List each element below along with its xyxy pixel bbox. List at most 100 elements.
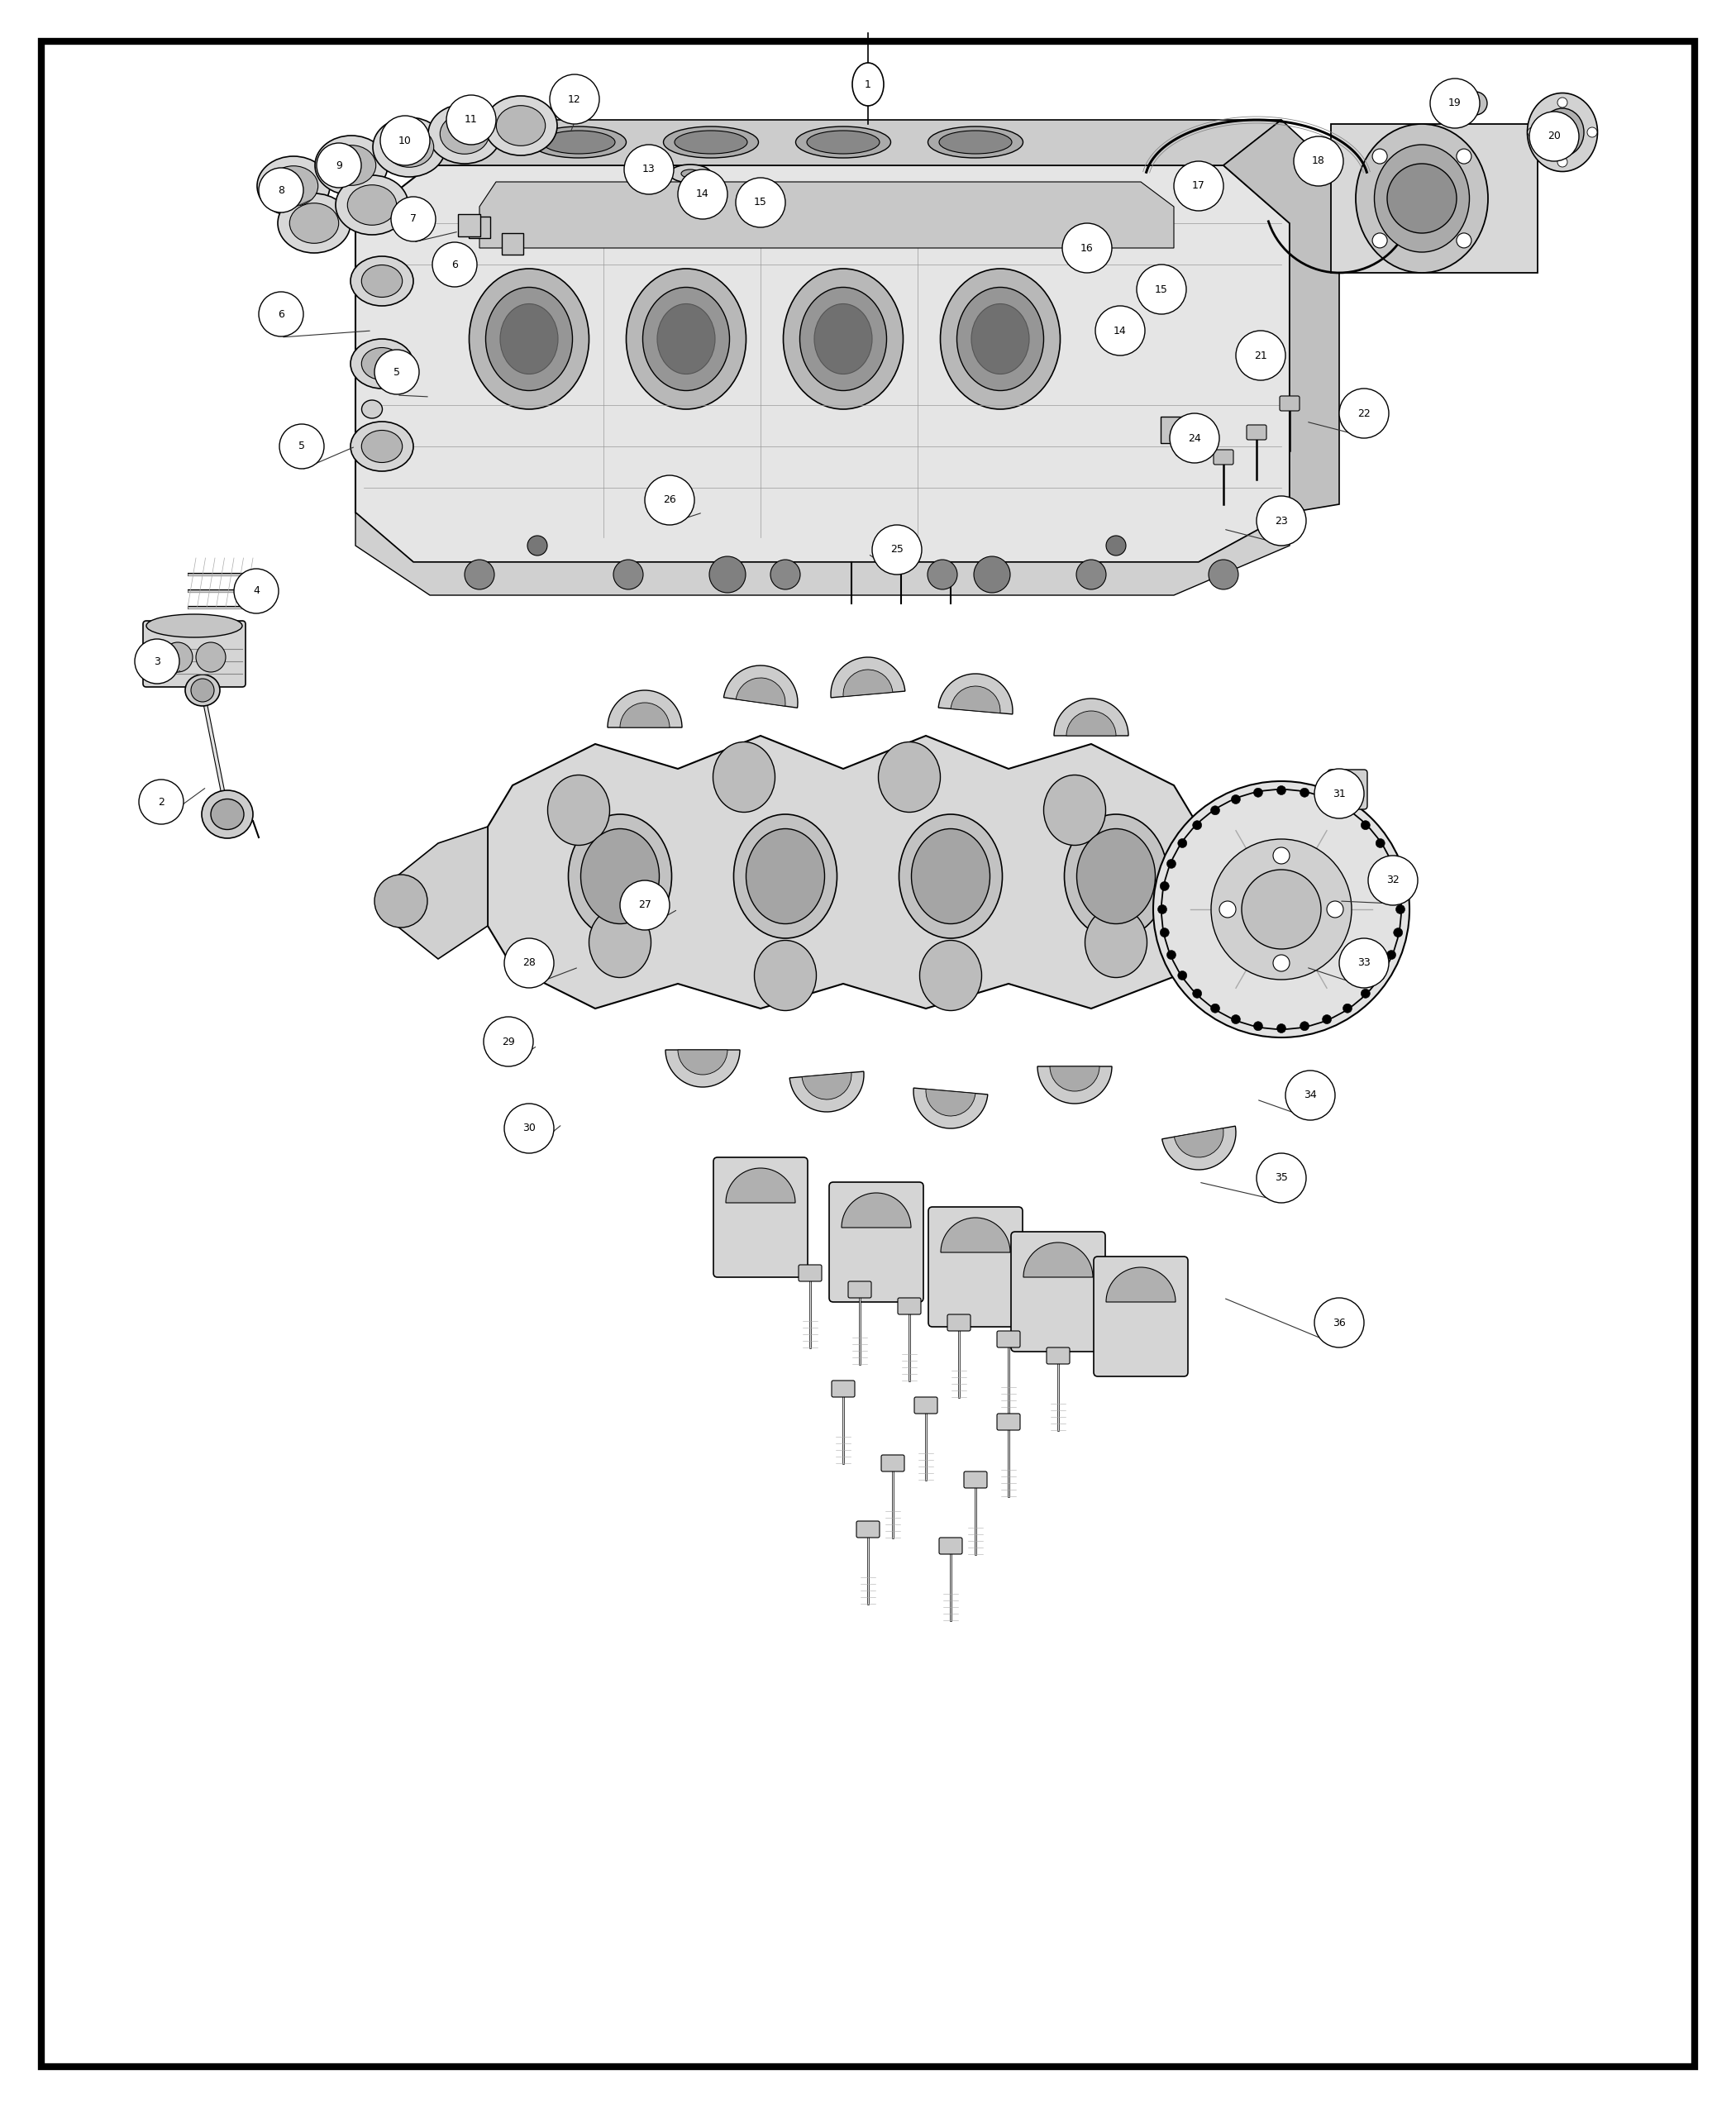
FancyBboxPatch shape bbox=[469, 217, 490, 238]
FancyBboxPatch shape bbox=[142, 622, 245, 687]
Ellipse shape bbox=[852, 63, 884, 105]
Ellipse shape bbox=[1375, 145, 1469, 253]
Text: 28: 28 bbox=[523, 957, 536, 968]
FancyBboxPatch shape bbox=[882, 1455, 904, 1471]
Circle shape bbox=[625, 145, 674, 194]
FancyBboxPatch shape bbox=[963, 1471, 988, 1488]
Circle shape bbox=[196, 643, 226, 672]
Circle shape bbox=[528, 535, 547, 557]
Polygon shape bbox=[356, 164, 1290, 563]
Circle shape bbox=[1300, 788, 1309, 797]
Circle shape bbox=[1208, 559, 1238, 590]
Ellipse shape bbox=[814, 304, 871, 373]
Wedge shape bbox=[844, 670, 892, 696]
Circle shape bbox=[1272, 955, 1290, 972]
Ellipse shape bbox=[269, 167, 318, 207]
Ellipse shape bbox=[1528, 93, 1597, 171]
Circle shape bbox=[375, 875, 427, 928]
Ellipse shape bbox=[972, 304, 1029, 373]
FancyBboxPatch shape bbox=[948, 1315, 970, 1330]
Circle shape bbox=[1344, 805, 1352, 816]
Text: 9: 9 bbox=[335, 160, 342, 171]
FancyBboxPatch shape bbox=[1279, 396, 1300, 411]
Circle shape bbox=[1241, 871, 1321, 949]
Circle shape bbox=[1375, 839, 1385, 847]
Wedge shape bbox=[1161, 1126, 1236, 1170]
Text: 36: 36 bbox=[1333, 1318, 1345, 1328]
Circle shape bbox=[1338, 388, 1389, 438]
Text: 21: 21 bbox=[1253, 350, 1267, 360]
Ellipse shape bbox=[1542, 108, 1583, 156]
Circle shape bbox=[484, 1016, 533, 1067]
Polygon shape bbox=[431, 120, 1281, 164]
Circle shape bbox=[1394, 881, 1403, 892]
Ellipse shape bbox=[734, 814, 837, 938]
FancyBboxPatch shape bbox=[929, 1208, 1023, 1326]
Circle shape bbox=[1193, 820, 1201, 831]
Ellipse shape bbox=[278, 194, 351, 253]
Circle shape bbox=[1170, 413, 1219, 464]
Circle shape bbox=[871, 525, 922, 575]
Wedge shape bbox=[941, 1218, 1010, 1252]
Circle shape bbox=[1293, 137, 1344, 186]
Ellipse shape bbox=[899, 814, 1002, 938]
Circle shape bbox=[1323, 1014, 1332, 1024]
Circle shape bbox=[1076, 559, 1106, 590]
Wedge shape bbox=[939, 675, 1012, 715]
Ellipse shape bbox=[663, 126, 759, 158]
FancyBboxPatch shape bbox=[830, 1183, 924, 1303]
FancyBboxPatch shape bbox=[996, 1330, 1021, 1347]
Ellipse shape bbox=[911, 828, 990, 923]
Circle shape bbox=[1160, 881, 1168, 892]
Ellipse shape bbox=[627, 268, 746, 409]
Circle shape bbox=[1300, 1022, 1309, 1031]
Circle shape bbox=[1276, 1024, 1286, 1033]
Text: 33: 33 bbox=[1358, 957, 1370, 968]
Circle shape bbox=[1062, 223, 1111, 272]
Circle shape bbox=[432, 242, 477, 287]
Circle shape bbox=[1253, 1022, 1262, 1031]
Circle shape bbox=[279, 424, 325, 468]
Ellipse shape bbox=[755, 940, 816, 1010]
Wedge shape bbox=[1054, 698, 1128, 736]
Circle shape bbox=[503, 938, 554, 989]
Text: 19: 19 bbox=[1448, 97, 1462, 110]
FancyBboxPatch shape bbox=[898, 1299, 920, 1315]
Circle shape bbox=[1323, 795, 1332, 803]
Circle shape bbox=[550, 74, 599, 124]
Circle shape bbox=[1257, 495, 1305, 546]
Circle shape bbox=[1344, 1003, 1352, 1012]
Wedge shape bbox=[1024, 1242, 1094, 1277]
Ellipse shape bbox=[486, 287, 573, 390]
Wedge shape bbox=[951, 685, 1000, 713]
Text: 31: 31 bbox=[1333, 788, 1345, 799]
Text: 24: 24 bbox=[1187, 432, 1201, 443]
Circle shape bbox=[1210, 1003, 1220, 1012]
Ellipse shape bbox=[547, 776, 609, 845]
FancyBboxPatch shape bbox=[832, 1381, 854, 1398]
Circle shape bbox=[613, 559, 642, 590]
FancyBboxPatch shape bbox=[1047, 1347, 1069, 1364]
Ellipse shape bbox=[351, 339, 413, 388]
Text: 6: 6 bbox=[451, 259, 458, 270]
Ellipse shape bbox=[670, 164, 712, 183]
Text: 18: 18 bbox=[1312, 156, 1325, 167]
Circle shape bbox=[1174, 160, 1224, 211]
FancyBboxPatch shape bbox=[1094, 1256, 1187, 1377]
Ellipse shape bbox=[186, 675, 220, 706]
FancyBboxPatch shape bbox=[849, 1282, 871, 1299]
Circle shape bbox=[620, 881, 670, 930]
FancyBboxPatch shape bbox=[1246, 426, 1267, 441]
Text: 16: 16 bbox=[1080, 242, 1094, 253]
Circle shape bbox=[1314, 1299, 1364, 1347]
Polygon shape bbox=[1332, 124, 1538, 272]
Wedge shape bbox=[608, 689, 682, 727]
Circle shape bbox=[1236, 331, 1285, 379]
Ellipse shape bbox=[568, 814, 672, 938]
Wedge shape bbox=[1050, 1067, 1099, 1092]
Ellipse shape bbox=[361, 401, 382, 417]
Circle shape bbox=[1387, 860, 1396, 868]
Circle shape bbox=[163, 643, 193, 672]
FancyBboxPatch shape bbox=[856, 1522, 880, 1537]
Wedge shape bbox=[802, 1073, 851, 1100]
